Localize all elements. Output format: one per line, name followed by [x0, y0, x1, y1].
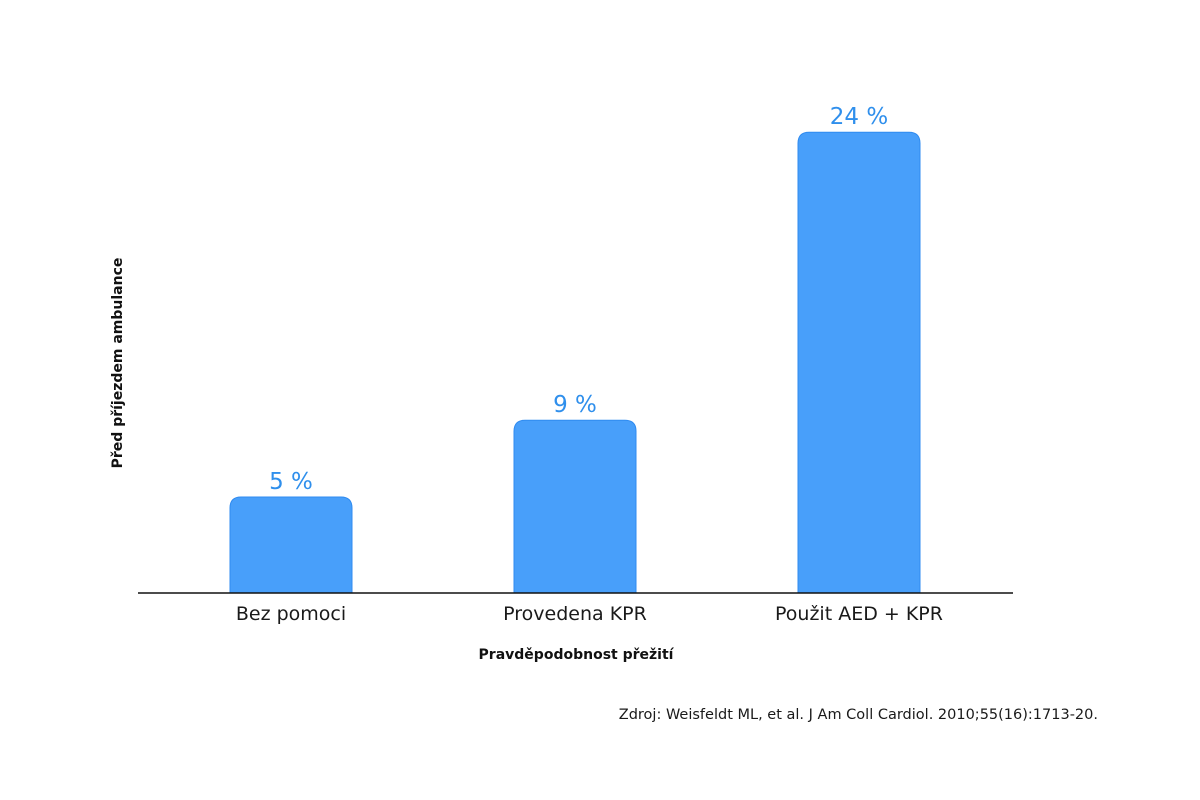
value-labels-layer: 5 % 9 % 24 %	[269, 104, 888, 495]
y-axis-title: Před příjezdem ambulance	[110, 258, 126, 469]
value-label-1: 5 %	[269, 469, 313, 495]
x-tick-label-1: Bez pomoci	[236, 603, 346, 625]
bar-3	[797, 131, 921, 594]
value-label-2: 9 %	[553, 392, 597, 418]
bar-1	[229, 496, 353, 594]
x-tick-label-2: Provedena KPR	[503, 603, 647, 625]
source-citation: Zdroj: Weisfeldt ML, et al. J Am Coll Ca…	[619, 707, 1098, 723]
x-axis-title: Pravděpodobnost přežití	[479, 647, 675, 663]
tick-labels-layer: Bez pomoci Provedena KPR Použit AED + KPR	[236, 603, 943, 625]
value-label-3: 24 %	[830, 104, 888, 130]
bar-2	[513, 419, 637, 594]
x-tick-label-3: Použit AED + KPR	[775, 603, 943, 625]
bars-layer	[229, 131, 921, 594]
